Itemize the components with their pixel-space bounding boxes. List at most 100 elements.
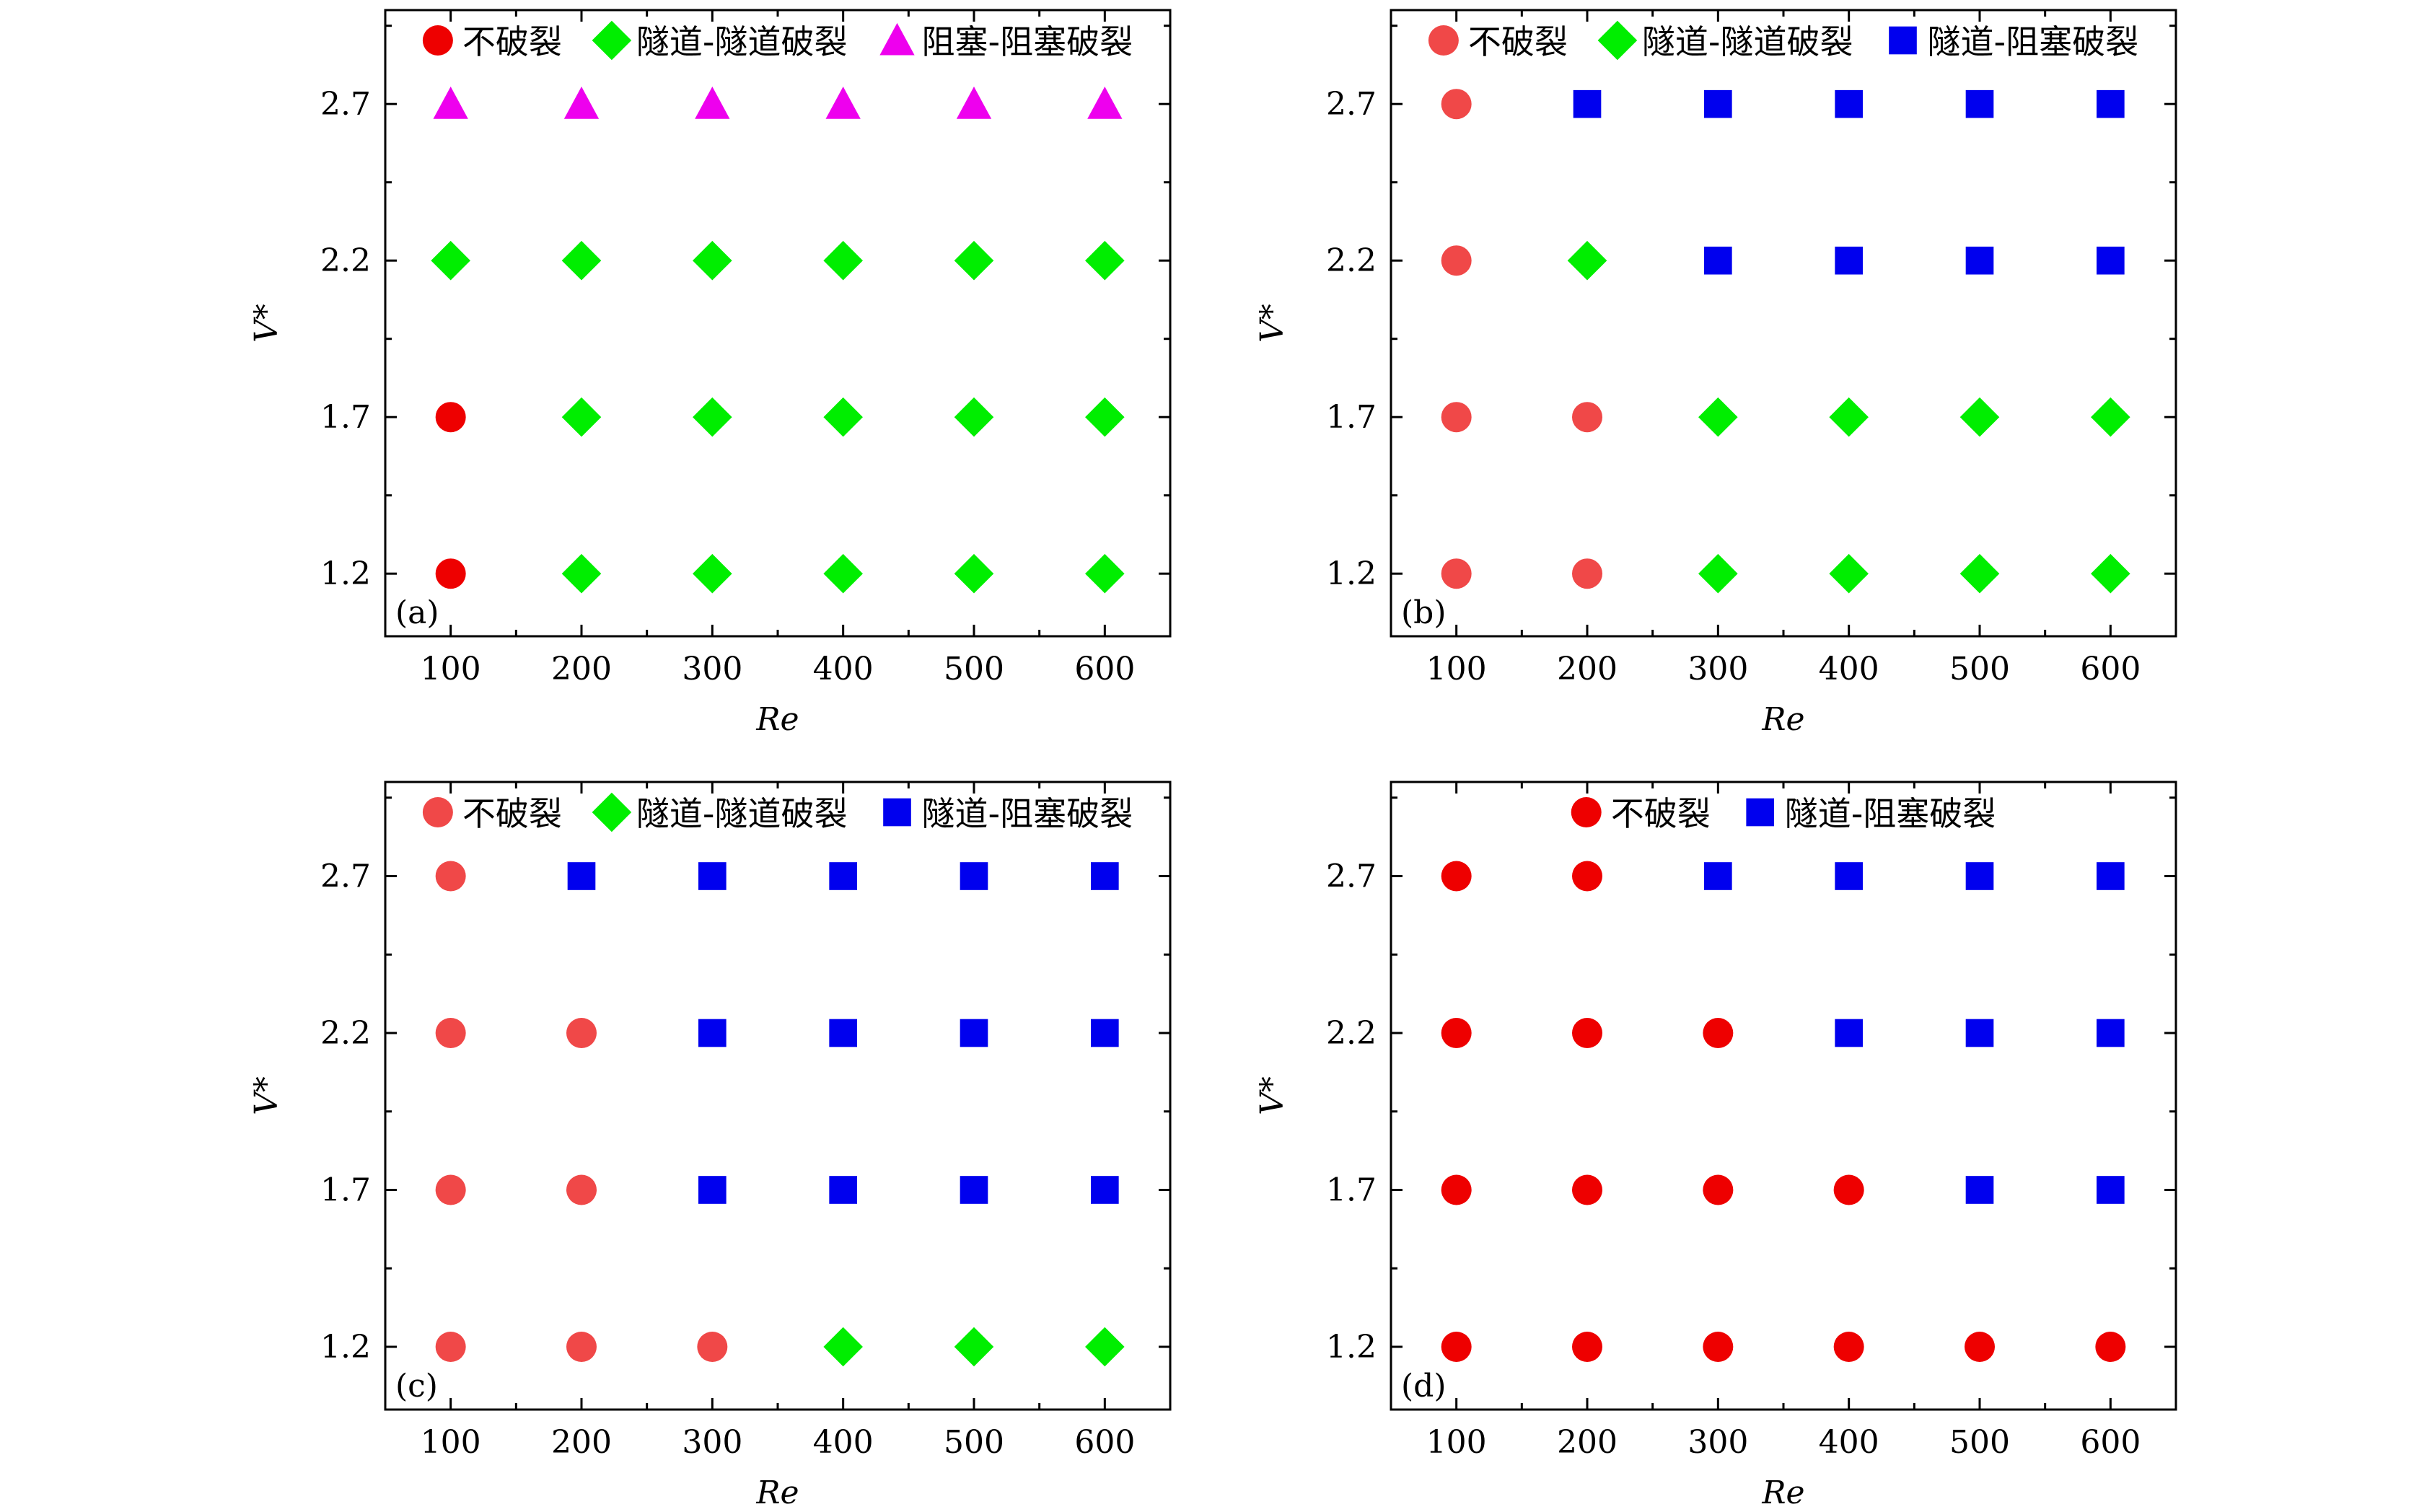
panel-b: 100 200 300 400 500 600 1.2 1.7 2.2 2.7 Re V* (b) 不破裂… [1254, 9, 2177, 738]
plot-frame [1390, 781, 2177, 1411]
data-point-circle [435, 558, 466, 589]
data-point-triangle [825, 87, 861, 119]
data-point-square [2097, 246, 2125, 275]
data-point-circle [697, 1332, 728, 1362]
data-point-square [960, 1176, 988, 1204]
legend-label: 不破裂 [462, 794, 562, 833]
data-point-square [1091, 862, 1119, 890]
series-0 [435, 861, 728, 1362]
legend-label: 不破裂 [462, 22, 562, 61]
data-point-circle [1703, 1332, 1734, 1362]
data-point-square [1965, 862, 1994, 890]
data-point-square [1965, 1019, 1994, 1047]
data-point-circle [1441, 861, 1472, 892]
x-tick-label: 600 [1074, 1424, 1135, 1461]
panel-label: (b) [1401, 594, 1447, 631]
panel-a: 100 200 300 400 500 600 1.2 1.7 2.2 2.7 Re V* (a) 不破裂… [248, 9, 1172, 738]
data-point-circle [1441, 1174, 1472, 1205]
data-point-square [698, 1019, 727, 1047]
plot-frame [384, 781, 1172, 1411]
x-tick-label: 200 [551, 651, 612, 687]
data-point-diamond [1829, 397, 1869, 437]
x-tick-label: 100 [421, 651, 481, 687]
data-point-square [829, 1176, 857, 1204]
x-tick-label: 400 [813, 1424, 874, 1461]
data-point-diamond [823, 397, 863, 437]
legend-label: 不破裂 [1611, 794, 1711, 833]
x-tick-label: 600 [1074, 651, 1135, 687]
x-tick-label: 100 [1426, 1424, 1487, 1461]
legend-marker-diamond [592, 20, 632, 61]
legend-marker-square [1889, 26, 1917, 55]
data-point-diamond [1085, 240, 1125, 281]
data-point-circle [1441, 245, 1472, 276]
y-tick-label: 2.7 [1326, 86, 1377, 123]
panel-label: (a) [395, 594, 439, 631]
data-point-circle [1441, 89, 1472, 120]
data-point-circle [435, 1018, 466, 1048]
data-point-square [2097, 89, 2125, 118]
y-tick-label: 2.2 [320, 1015, 371, 1052]
y-tick-label: 1.2 [320, 555, 371, 592]
data-point-square [1091, 1176, 1119, 1204]
data-point-diamond [561, 553, 602, 594]
series-1 [431, 240, 1125, 594]
x-axis-label: Re [1761, 1474, 1804, 1511]
data-point-square [1835, 89, 1863, 118]
x-axis-label: Re [755, 701, 799, 738]
panel-c: 100 200 300 400 500 600 1.2 1.7 2.2 2.7 Re V* (c) 不破裂… [248, 781, 1172, 1511]
legend-marker-circle [1571, 797, 1602, 827]
data-point-circle [1572, 1018, 1602, 1048]
legend-label: 隧道-阻塞破裂 [1785, 794, 1996, 833]
x-tick-label: 200 [551, 1424, 612, 1461]
data-point-circle [1572, 402, 1602, 433]
data-point-square [2097, 1176, 2125, 1204]
y-tick-label: 2.7 [320, 858, 371, 895]
x-tick-label: 100 [1426, 651, 1487, 687]
data-point-diamond [431, 240, 470, 281]
x-tick-label: 200 [1557, 1424, 1618, 1461]
series-0 [435, 402, 466, 589]
legend-marker-circle [1428, 25, 1459, 56]
plot-frame [384, 9, 1172, 638]
x-tick-label: 600 [2080, 1424, 2141, 1461]
x-tick-label: 200 [1557, 651, 1618, 687]
data-point-diamond [2091, 553, 2130, 594]
data-point-circle [1441, 1018, 1472, 1048]
legend-label: 隧道-隧道破裂 [636, 22, 848, 61]
legend-marker-circle [422, 797, 453, 827]
x-tick-label: 300 [682, 1424, 742, 1461]
data-point-circle [1833, 1174, 1864, 1205]
legend: 不破裂 隧道-隧道破裂 隧道-阻塞破裂 [422, 792, 1133, 833]
legend-label: 隧道-阻塞破裂 [1928, 22, 2139, 61]
y-tick-label: 1.7 [1326, 399, 1377, 436]
data-point-circle [1572, 558, 1602, 589]
legend-label: 隧道-隧道破裂 [1642, 22, 1853, 61]
data-point-diamond [1959, 397, 2000, 437]
x-tick-label: 500 [944, 651, 1004, 687]
data-point-circle [1965, 1332, 1995, 1362]
data-point-square [1835, 246, 1863, 275]
data-point-circle [435, 1174, 466, 1205]
y-tick-label: 1.7 [1326, 1172, 1377, 1209]
x-tick-label: 400 [813, 651, 874, 687]
data-point-square [829, 862, 857, 890]
x-tick-label: 300 [682, 651, 742, 687]
x-tick-label: 600 [2080, 651, 2141, 687]
data-point-diamond [1085, 553, 1125, 594]
x-tick-label: 100 [421, 1424, 481, 1461]
legend-label: 不破裂 [1468, 22, 1568, 61]
data-point-circle [1441, 558, 1472, 589]
data-point-diamond [561, 240, 602, 281]
x-tick-label: 400 [1819, 651, 1879, 687]
data-point-circle [1572, 1174, 1602, 1205]
legend: 不破裂 隧道-隧道破裂 隧道-阻塞破裂 [1428, 20, 2139, 61]
data-point-circle [1703, 1174, 1734, 1205]
data-point-circle [1441, 402, 1472, 433]
data-point-diamond [693, 553, 732, 594]
plot-frame [1390, 9, 2177, 638]
data-point-square [698, 1176, 727, 1204]
data-point-circle [1572, 861, 1602, 892]
data-point-triangle [956, 87, 992, 119]
